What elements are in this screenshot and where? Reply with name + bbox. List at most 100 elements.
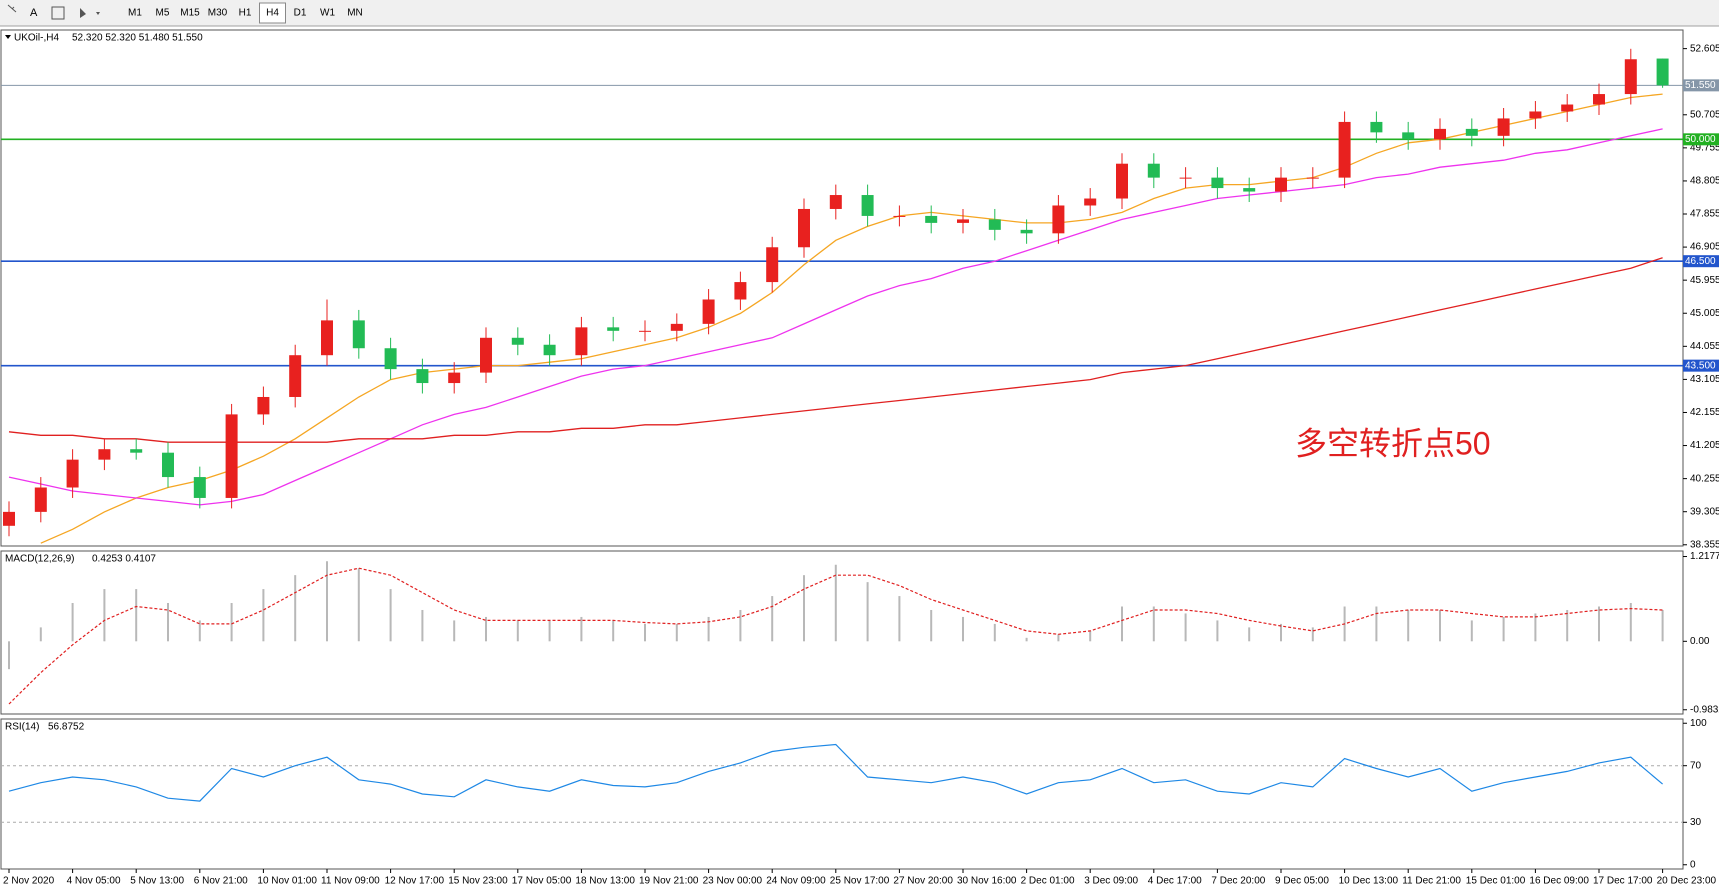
period-button[interactable]	[232, 3, 258, 23]
candle-body	[352, 320, 365, 349]
candle-body	[34, 487, 47, 512]
crosshair-icon[interactable]	[7, 4, 17, 13]
candle-body	[1116, 163, 1128, 199]
y-tick-label: 41.205	[1690, 440, 1719, 451]
x-tick-label: 2 Dec 01:00	[1021, 876, 1075, 887]
period-button[interactable]	[342, 3, 368, 23]
candle-body	[289, 355, 302, 397]
candle-body	[416, 369, 429, 384]
candle-body	[957, 219, 969, 223]
candle-body	[66, 459, 79, 488]
candle-body	[98, 449, 111, 460]
y-tick-label: 30	[1690, 817, 1702, 828]
y-tick-label: 49.755	[1690, 142, 1719, 153]
moving-average	[40, 93, 1663, 544]
candle-body	[1179, 177, 1192, 179]
x-tick-label: 30 Nov 16:00	[957, 876, 1017, 887]
y-tick-label: 45.005	[1690, 308, 1719, 319]
y-tick-label: 48.805	[1690, 176, 1719, 187]
x-tick-label: 9 Dec 05:00	[1275, 876, 1329, 887]
symbol-menu[interactable]	[5, 35, 11, 39]
rsi-line	[8, 743, 1663, 802]
period-button[interactable]	[259, 2, 286, 24]
period-label[interactable]: M5	[156, 8, 170, 19]
y-tick-label: 42.155	[1690, 407, 1719, 418]
candle-body	[3, 511, 15, 526]
period-label[interactable]: D1	[294, 8, 307, 19]
y-tick-label: 50.705	[1690, 109, 1719, 120]
candle-body	[1497, 118, 1510, 136]
candle-body	[1338, 121, 1351, 178]
toolbar	[0, 0, 1719, 26]
x-tick-label: 10 Nov 01:00	[257, 876, 317, 887]
y-tick-label: 40.255	[1690, 473, 1719, 484]
annotation: 多空转折点50	[1295, 425, 1491, 461]
x-tick-label: 7 Dec 20:00	[1211, 876, 1265, 887]
x-tick-label: 2 Nov 2020	[3, 876, 55, 887]
candle-body	[1370, 121, 1383, 133]
y-tick-label: 46.905	[1690, 242, 1719, 253]
period-button[interactable]	[204, 3, 231, 23]
candle-body	[448, 372, 461, 384]
candle-body	[1211, 177, 1224, 189]
period-label[interactable]: H1	[239, 8, 252, 19]
period-label[interactable]: M30	[208, 8, 228, 19]
text-tool[interactable]: A	[30, 7, 38, 19]
candle-body	[702, 299, 715, 324]
y-tick-label: 45.955	[1690, 275, 1719, 286]
x-tick-label: 4 Dec 17:00	[1148, 876, 1202, 887]
y-tick-label: 38.355	[1690, 539, 1719, 550]
x-tick-label: 17 Nov 05:00	[512, 876, 572, 887]
candle-body	[1434, 128, 1446, 140]
candle-body	[1084, 198, 1097, 206]
y-tick-label: 47.855	[1690, 209, 1719, 220]
y-tick-label: 70	[1690, 760, 1702, 771]
panel-title: RSI(14)	[5, 722, 39, 733]
candle-body	[798, 208, 810, 248]
period-label[interactable]: M1	[128, 8, 142, 19]
macd-panel	[0, 550, 1684, 715]
period-label[interactable]: H4	[266, 8, 279, 19]
period-label[interactable]: M15	[180, 8, 200, 19]
shapes-tool[interactable]	[80, 8, 100, 18]
period-label[interactable]: W1	[320, 8, 335, 19]
candle-body	[130, 449, 143, 453]
candle-body	[1275, 177, 1287, 192]
x-tick-label: 25 Nov 17:00	[830, 876, 890, 887]
period-button[interactable]	[149, 3, 176, 23]
x-tick-label: 12 Nov 17:00	[385, 876, 445, 887]
moving-average	[8, 128, 1663, 506]
candle-body	[925, 215, 938, 223]
x-tick-label: 23 Nov 00:00	[703, 876, 763, 887]
period-button[interactable]	[122, 3, 148, 23]
candle-body	[225, 414, 238, 498]
x-tick-label: 6 Nov 21:00	[194, 876, 248, 887]
panel-values: 0.4253 0.4107	[92, 554, 156, 565]
candle-body	[607, 327, 620, 331]
x-tick-label: 24 Nov 09:00	[766, 876, 826, 887]
candle-body	[543, 344, 556, 356]
period-button[interactable]	[287, 3, 313, 23]
candle-body	[1243, 188, 1256, 192]
x-tick-label: 16 Dec 09:00	[1529, 876, 1589, 887]
candle-body	[321, 320, 333, 356]
candle-body	[670, 323, 683, 331]
x-tick-label: 27 Nov 20:00	[893, 876, 953, 887]
price-label-box	[1683, 359, 1719, 372]
panel-values: 56.8752	[48, 722, 85, 733]
rsi-panel	[0, 718, 1684, 870]
price-label-box	[1683, 133, 1719, 146]
panel-values: 52.320 52.320 51.480 51.550	[72, 33, 203, 44]
x-tick-label: 15 Nov 23:00	[448, 876, 508, 887]
main-panel	[0, 29, 1684, 547]
x-tick-label: 17 Dec 17:00	[1593, 876, 1653, 887]
period-button[interactable]	[314, 3, 341, 23]
candle-body	[1465, 128, 1478, 136]
period-label[interactable]: MN	[347, 8, 363, 19]
price-label-box	[1683, 79, 1719, 92]
candle-body	[1656, 58, 1669, 86]
label-tool[interactable]	[51, 6, 65, 20]
period-button[interactable]	[177, 3, 203, 23]
candle-body	[1624, 59, 1637, 95]
candle-body	[988, 219, 1001, 230]
